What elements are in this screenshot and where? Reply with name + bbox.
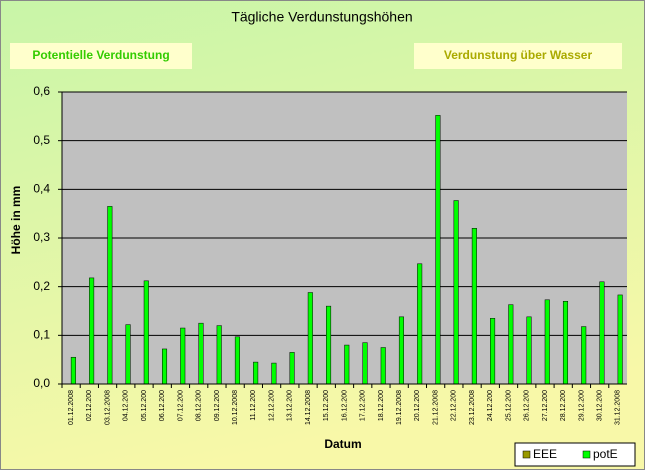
button[interactable]: Verdunstung über Wasser	[444, 48, 593, 62]
button[interactable]: Potentielle Verdunstung	[32, 48, 169, 62]
legend-label: potE	[593, 447, 618, 461]
bar	[453, 200, 459, 385]
bar	[326, 305, 332, 385]
x-tick-label: 12.12.200	[268, 390, 275, 421]
legend	[514, 442, 636, 467]
bar	[125, 324, 131, 385]
x-tick-label: 06.12.200	[159, 390, 166, 421]
bar	[289, 352, 295, 385]
bar	[253, 361, 259, 385]
x-tick-label: 24.12.200	[487, 390, 494, 421]
bar	[234, 336, 240, 385]
x-tick-label: 16.12.200	[341, 390, 348, 421]
bar	[70, 356, 76, 385]
y-tick-label: 0,5	[33, 133, 50, 147]
bar	[544, 299, 550, 385]
bar	[398, 316, 404, 385]
bar	[526, 316, 532, 385]
x-tick-label: 09.12.200	[214, 390, 221, 421]
x-tick-label: 20.12.200	[414, 390, 421, 421]
bar	[307, 292, 313, 385]
legend-label: EEE	[533, 447, 557, 461]
bar	[599, 281, 605, 385]
x-tick-label: 22.12.200	[451, 390, 458, 421]
bar	[362, 342, 368, 385]
x-tick-label: 13.12.200	[287, 390, 294, 421]
y-tick-label: 0,1	[33, 328, 50, 342]
x-tick-label: 01.12.2008	[68, 390, 75, 425]
x-axis-label: Datum	[324, 437, 361, 451]
button-bg[interactable]	[414, 43, 622, 69]
legend-swatch	[582, 450, 591, 459]
y-tick-label: 0,0	[33, 376, 50, 390]
x-tick-label: 21.12.2008	[432, 390, 439, 425]
x-tick-label: 11.12.200	[250, 390, 257, 421]
x-tick-label: 07.12.200	[177, 390, 184, 421]
x-tick-label: 04.12.200	[123, 390, 130, 421]
bar	[89, 277, 95, 385]
x-tick-label: 29.12.200	[578, 390, 585, 421]
bar	[581, 326, 587, 385]
y-tick-label: 0,6	[33, 84, 50, 98]
bar	[143, 280, 149, 385]
x-tick-label: 18.12.200	[378, 390, 385, 421]
button-bg[interactable]	[10, 43, 192, 69]
bar	[435, 115, 441, 385]
x-tick-label: 28.12.200	[560, 390, 567, 421]
x-tick-label: 19.12.2008	[396, 390, 403, 425]
bar	[380, 347, 386, 385]
y-tick-label: 0,4	[33, 182, 50, 196]
bar	[161, 348, 168, 385]
x-tick-label: 14.12.2008	[305, 390, 312, 425]
x-tick-label: 03.12.2008	[104, 390, 111, 425]
bar	[471, 228, 477, 385]
x-tick-label: 26.12.200	[524, 390, 531, 421]
bar	[562, 301, 569, 385]
x-tick-label: 15.12.200	[323, 390, 330, 421]
legend-swatch	[522, 450, 531, 459]
x-tick-label: 08.12.200	[196, 390, 203, 421]
bar	[417, 263, 423, 385]
bar	[344, 344, 350, 385]
bar	[617, 294, 623, 385]
chart-title: Tägliche Verdunstungshöhen	[231, 9, 412, 25]
x-tick-label: 30.12.200	[597, 390, 604, 421]
x-tick-label: 02.12.200	[86, 390, 93, 421]
bar	[198, 322, 204, 385]
x-tick-label: 10.12.2008	[232, 390, 239, 425]
bar	[107, 206, 113, 385]
y-tick-label: 0,2	[33, 279, 50, 293]
x-tick-label: 27.12.200	[542, 390, 549, 421]
bar	[490, 318, 496, 385]
bar	[508, 304, 514, 385]
y-axis-label: Höhe in mm	[9, 186, 23, 255]
bar	[180, 327, 186, 385]
x-tick-label: 23.12.2008	[469, 390, 476, 425]
y-tick-label: 0,3	[33, 230, 50, 244]
x-tick-label: 05.12.200	[141, 390, 148, 421]
bar	[216, 325, 222, 385]
x-tick-label: 17.12.200	[360, 390, 367, 421]
bar	[271, 362, 277, 385]
x-tick-label: 31.12.2008	[615, 390, 622, 425]
x-tick-label: 25.12.200	[505, 390, 512, 421]
